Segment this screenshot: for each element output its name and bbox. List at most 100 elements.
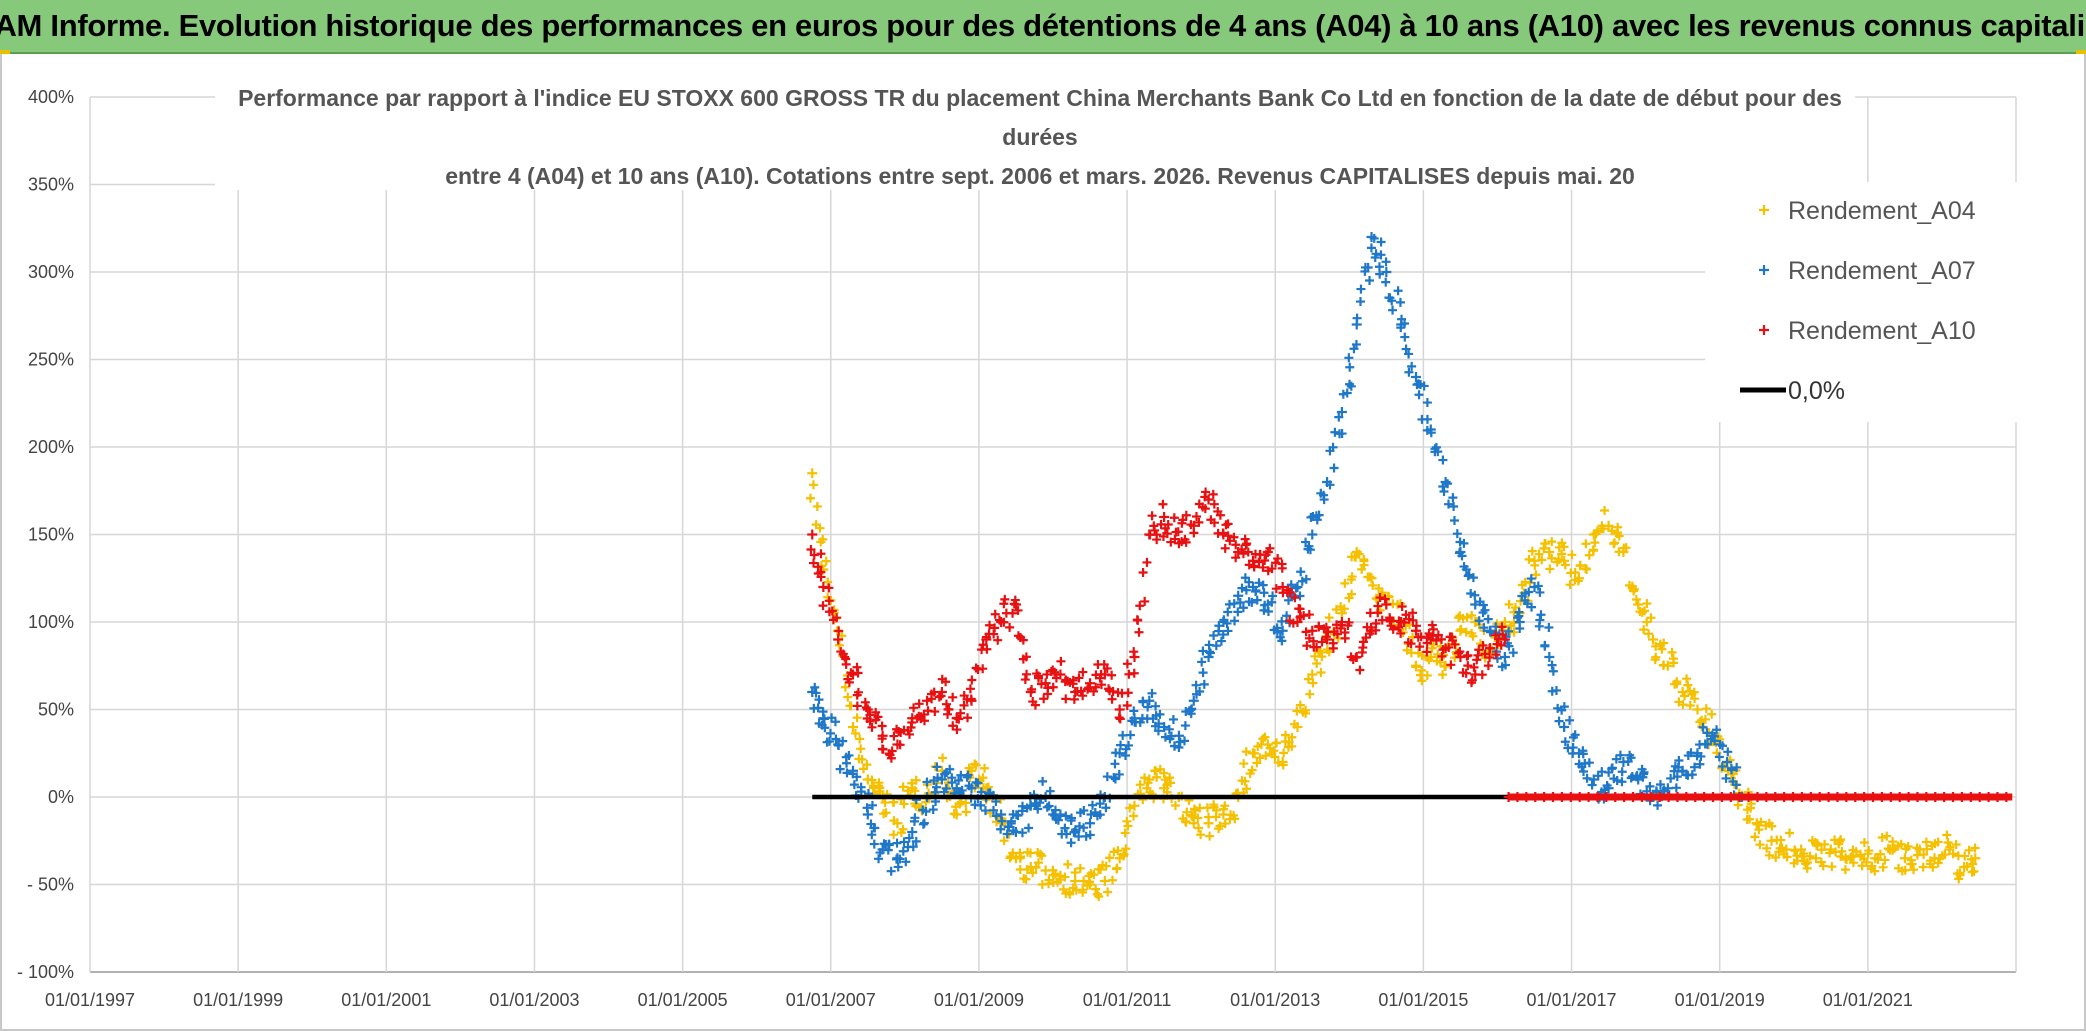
scatter-point xyxy=(1198,668,1208,678)
data-point xyxy=(1159,722,1170,732)
scatter-point xyxy=(1682,674,1692,684)
data-point xyxy=(1722,757,1733,767)
scatter-point xyxy=(978,773,988,783)
y-tick-label: - 50% xyxy=(27,875,74,895)
scatter-point xyxy=(1836,851,1846,861)
scatter-point xyxy=(1870,866,1880,876)
scatter-point xyxy=(1685,701,1695,711)
data-point xyxy=(951,809,962,820)
data-point xyxy=(1825,844,1836,855)
scatter-point xyxy=(1230,616,1240,626)
scatter-point xyxy=(1122,700,1132,710)
scatter-point xyxy=(1170,741,1180,751)
x-tick-label: 01/01/2005 xyxy=(638,990,728,1010)
scatter-point xyxy=(1295,700,1305,710)
scatter-point xyxy=(1180,721,1190,731)
zero-band-point xyxy=(1965,792,1976,802)
scatter-point xyxy=(1617,777,1627,787)
scatter-point xyxy=(1355,297,1365,307)
scatter-point xyxy=(1149,521,1159,531)
zero-band-point xyxy=(1974,792,1985,802)
scatter-point xyxy=(1640,606,1650,616)
scatter-point xyxy=(1034,673,1044,683)
scatter-point xyxy=(1951,840,1961,850)
data-point xyxy=(1055,870,1066,881)
scatter-point xyxy=(1672,679,1682,689)
scatter-point xyxy=(1840,865,1850,875)
scatter-point xyxy=(1474,616,1484,626)
scatter-point xyxy=(922,777,932,787)
scatter-point xyxy=(931,782,941,792)
data-point xyxy=(1055,669,1066,680)
scatter-point xyxy=(1267,597,1277,607)
scatter-point xyxy=(1615,750,1625,760)
data-point xyxy=(1499,634,1510,645)
scatter-point xyxy=(1393,286,1403,296)
scatter-point xyxy=(904,729,914,739)
scatter-point xyxy=(1151,701,1161,711)
y-tick-label: 350% xyxy=(28,175,74,195)
scatter-point xyxy=(1433,630,1443,640)
scatter-point xyxy=(1612,775,1622,785)
scatter-point xyxy=(1079,823,1089,833)
scatter-point xyxy=(1186,705,1196,715)
scatter-point xyxy=(1446,660,1456,670)
scatter-point xyxy=(1567,550,1577,560)
scatter-point xyxy=(1118,851,1128,861)
zero-band-point xyxy=(1530,792,1541,802)
data-point xyxy=(1085,879,1096,890)
x-tick-label: 01/01/2011 xyxy=(1083,990,1172,1010)
scatter-point xyxy=(1325,480,1335,490)
zero-band-point xyxy=(1814,792,1825,802)
scatter-point xyxy=(1061,694,1071,704)
scatter-point xyxy=(1467,675,1477,685)
data-point xyxy=(1648,634,1659,645)
x-tick-label: 01/01/2009 xyxy=(934,990,1024,1010)
scatter-point xyxy=(834,626,844,636)
data-point xyxy=(877,730,888,741)
scatter-point xyxy=(1479,623,1489,633)
scatter-point xyxy=(1764,850,1774,860)
scatter-point xyxy=(1205,831,1215,841)
scatter-point xyxy=(1644,629,1654,639)
scatter-point xyxy=(1118,730,1128,740)
zero-band-point xyxy=(1868,792,1879,802)
scatter-point xyxy=(1401,344,1411,354)
data-point xyxy=(847,669,858,680)
y-tick-label: 50% xyxy=(38,700,74,720)
zero-band-point xyxy=(1859,792,1870,802)
scatter-point xyxy=(1336,623,1346,633)
scatter-point xyxy=(1209,499,1219,509)
scatter-point xyxy=(1066,838,1076,848)
x-tick-label: 01/01/2021 xyxy=(1823,990,1913,1010)
scatter-point xyxy=(1631,595,1641,605)
scatter-point xyxy=(1919,850,1929,860)
scatter-point xyxy=(1044,801,1054,811)
scatter-point xyxy=(1438,670,1448,680)
scatter-point xyxy=(1165,734,1175,744)
scatter-point xyxy=(1078,667,1088,677)
data-point xyxy=(1277,757,1288,767)
scatter-point xyxy=(1182,807,1192,817)
scatter-point xyxy=(1134,627,1144,637)
scatter-point xyxy=(1302,641,1312,651)
zero-band-point xyxy=(1796,792,1807,802)
scatter-point xyxy=(1373,608,1383,618)
scatter-point xyxy=(1133,615,1143,625)
scatter-point xyxy=(1422,647,1432,657)
scatter-point xyxy=(1427,643,1437,653)
scatter-point xyxy=(1231,553,1241,563)
data-point xyxy=(1425,652,1436,662)
scatter-point xyxy=(1345,362,1355,372)
scatter-point xyxy=(1514,607,1524,617)
scatter-point xyxy=(1818,861,1828,871)
scatter-point xyxy=(1863,849,1873,859)
scatter-point xyxy=(1540,641,1550,651)
scatter-point xyxy=(1696,751,1706,761)
scatter-point xyxy=(1324,613,1334,623)
scatter-point xyxy=(1351,339,1361,349)
scatter-point xyxy=(1459,538,1469,548)
scatter-point xyxy=(959,700,969,710)
scatter-point xyxy=(1094,891,1104,901)
scatter-point xyxy=(1154,719,1164,729)
